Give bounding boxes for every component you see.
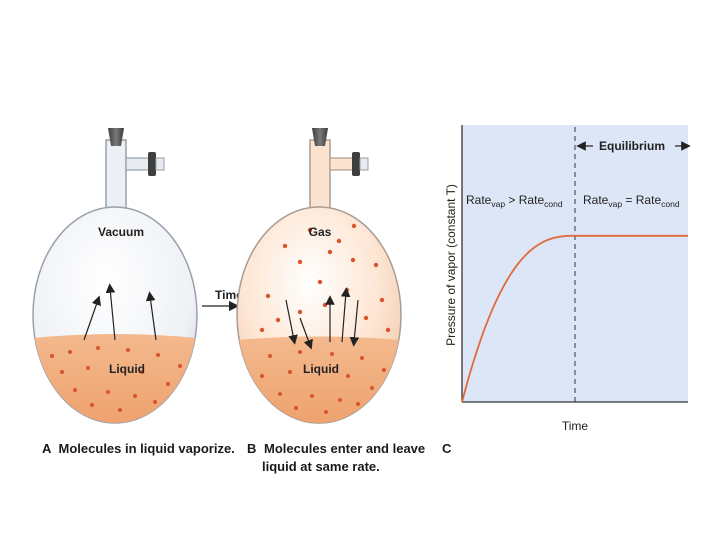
time-label: Time — [215, 288, 243, 302]
liquid — [33, 334, 197, 423]
flask-neck — [309, 139, 331, 211]
rate-right-label: Ratevap = Ratecond — [583, 193, 680, 209]
side-arm — [125, 157, 151, 171]
liquid-label-b: Liquid — [303, 362, 339, 376]
liquid-label-a: Liquid — [109, 362, 145, 376]
flask-b: Gas Liquid — [236, 128, 402, 424]
vaporize-arrows — [83, 283, 157, 341]
vacuum-label: Vacuum — [98, 225, 144, 239]
equilibrium-label: Equilibrium — [599, 139, 665, 153]
x-axis-label: Time — [562, 419, 589, 433]
caption-b-second: liquid at same rate. — [262, 458, 380, 475]
stopcock — [352, 152, 360, 176]
vapor-pressure-chart: Equilibrium Ratevap > Ratecond Ratevap =… — [444, 125, 691, 433]
caption-a: A Molecules in liquid vaporize. — [42, 440, 235, 457]
exchange-arrows — [285, 287, 360, 350]
time-transition: Time — [202, 288, 243, 312]
liquid-molecules — [50, 346, 182, 412]
stopper — [108, 128, 124, 146]
flask-a: Vacuum Liquid — [32, 128, 198, 424]
stopper — [312, 128, 328, 146]
flask-diagrams: Vacuum Liquid Time — [32, 128, 402, 424]
caption-a-text: Molecules in liquid vaporize. — [58, 441, 235, 456]
caption-c: C — [442, 440, 451, 457]
y-axis-label: Pressure of vapor (constant T) — [444, 184, 458, 346]
caption-a-letter: A — [42, 441, 51, 456]
flask-neck — [105, 139, 127, 211]
vapor-pressure-curve — [461, 234, 688, 403]
gas-label: Gas — [309, 225, 332, 239]
liquid-molecules — [260, 350, 386, 414]
caption-b-line1: Molecules enter and leave — [264, 441, 426, 456]
caption-b: B Molecules enter and leave — [247, 440, 425, 457]
side-arm — [329, 157, 355, 171]
caption-b-line2: liquid at same rate. — [262, 459, 380, 474]
caption-b-letter: B — [247, 441, 257, 456]
rate-left-label: Ratevap > Ratecond — [466, 193, 563, 209]
stopcock — [148, 152, 156, 176]
caption-c-letter: C — [442, 441, 452, 456]
liquid — [237, 336, 401, 423]
